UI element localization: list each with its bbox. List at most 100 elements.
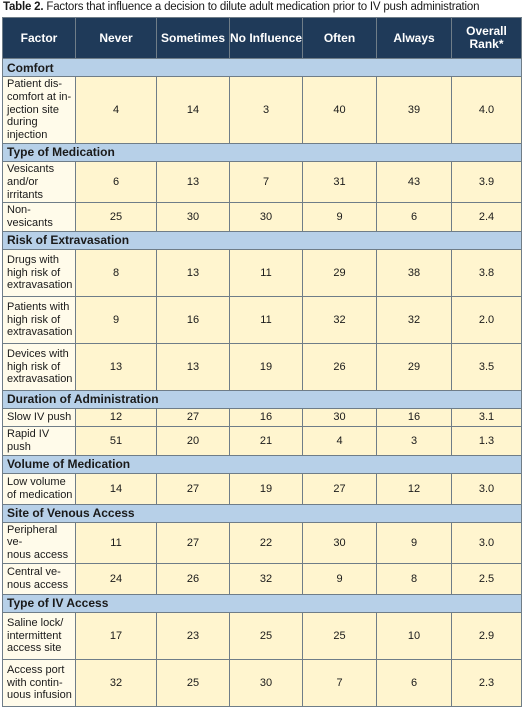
factor-line: Vesicants (7, 162, 55, 175)
value-cell: 27 (302, 472, 377, 505)
factor-line: nous access (7, 549, 69, 562)
value-cell: 27 (156, 521, 230, 564)
factor-line: extravasation (7, 326, 73, 339)
value-cell: 32 (302, 295, 377, 344)
factor-line: access site (7, 642, 62, 655)
value-cell: 6 (376, 202, 452, 232)
column-header: No Influence (229, 17, 303, 59)
factor-cell: Slow IV push (2, 407, 76, 427)
factor-line: Patients with (7, 300, 70, 313)
column-header: Overall Rank* (451, 17, 522, 59)
column-header: Never (75, 17, 157, 59)
factor-cell: Central ve-nous access (2, 562, 76, 595)
factors-table: Factor Never Sometimes No Influence Ofte… (2, 17, 522, 707)
factor-cell: Access port with contin-uous infusion (2, 658, 76, 707)
value-cell: 11 (75, 521, 157, 564)
value-cell: 25 (75, 202, 157, 232)
section-row: Volume of Medication (2, 454, 522, 474)
section-title: Site of Venous Access (2, 503, 522, 523)
section-row: Duration of Administration (2, 389, 522, 409)
value-cell: 24 (75, 562, 157, 595)
value-cell: 25 (229, 611, 303, 660)
value-cell: 8 (75, 248, 157, 297)
factor-line: nous access (7, 578, 69, 591)
value-cell: 16 (229, 407, 303, 427)
factor-line: extravasation (7, 373, 73, 386)
table-row: Slow IV push 12 27 16 30 16 3.1 (2, 407, 522, 427)
column-header: Often (302, 17, 377, 59)
factor-line: Devices with (7, 347, 69, 360)
value-cell: 30 (229, 658, 303, 707)
value-cell: 9 (75, 295, 157, 344)
table-row: Patients with high risk of extravasation 9 1… (2, 295, 522, 344)
factor-cell: Patient dis-comfort at in-jection site du… (2, 76, 76, 144)
factor-line: and/or irritants (7, 175, 44, 201)
factor-cell: Rapid IV push (2, 425, 76, 456)
value-cell: 19 (229, 472, 303, 505)
value-cell: 3 (376, 425, 452, 456)
value-cell: 13 (156, 160, 230, 204)
table-row: Devices with high risk of extravasation 13 1… (2, 342, 522, 391)
value-cell: 12 (75, 407, 157, 427)
value-cell: 20 (156, 425, 230, 456)
table-row: Low volume of medication 14 27 19 27 12 3.0 (2, 472, 522, 505)
value-cell: 32 (229, 562, 303, 595)
value-cell: 30 (302, 407, 377, 427)
value-cell: 29 (376, 342, 452, 391)
value-cell: 2.3 (451, 658, 522, 707)
table-row: Central ve-nous access 24 26 32 9 8 2.5 (2, 562, 522, 595)
table-row: Drugs with high risk of extravasation 8 13 11… (2, 248, 522, 297)
factor-line: high risk of (7, 360, 61, 373)
section-title: Type of IV Access (2, 593, 522, 613)
factor-line: with contin- (7, 676, 63, 689)
factor-cell: Saline lock/intermittent access site (2, 611, 76, 660)
table-caption: Table 2. Factors that influence a decisi… (3, 0, 479, 14)
factor-line: Access port (7, 663, 65, 676)
section-title: Type of Medication (2, 142, 522, 162)
factor-cell: Patients with high risk of extravasation (2, 295, 76, 344)
table-row: Access port with contin-uous infusion 32 25… (2, 658, 522, 707)
value-cell: 3.0 (451, 472, 522, 505)
value-cell: 43 (376, 160, 452, 204)
value-cell: 25 (156, 658, 230, 707)
factor-line: Non-vesicants (7, 204, 53, 230)
value-cell: 2.0 (451, 295, 522, 344)
value-cell: 14 (75, 472, 157, 505)
factor-cell: Non-vesicants (2, 202, 76, 232)
section-title: Volume of Medication (2, 454, 522, 474)
table-row: Vesicants and/or irritants 6 13 7 31 43 3.9 (2, 160, 522, 204)
factor-line: Drugs with (7, 253, 59, 266)
column-header: Sometimes (156, 17, 230, 59)
value-cell: 3.8 (451, 248, 522, 297)
value-cell: 9 (302, 202, 377, 232)
value-cell: 13 (75, 342, 157, 391)
value-cell: 27 (156, 472, 230, 505)
value-cell: 23 (156, 611, 230, 660)
value-cell: 4 (302, 425, 377, 456)
value-cell: 32 (376, 295, 452, 344)
value-cell: 31 (302, 160, 377, 204)
factor-line: Central ve- (7, 566, 61, 579)
value-cell: 3.0 (451, 521, 522, 564)
value-cell: 7 (302, 658, 377, 707)
value-cell: 12 (376, 472, 452, 505)
value-cell: 2.5 (451, 562, 522, 595)
factor-line: Rapid IV push (7, 427, 50, 453)
section-row: Type of Medication (2, 142, 522, 162)
section-title: Comfort (2, 58, 522, 77)
value-cell: 14 (156, 76, 230, 144)
factor-line: of medication (7, 488, 73, 501)
value-cell: 30 (302, 521, 377, 564)
table-row: Patient dis-comfort at in-jection site du… (2, 76, 522, 144)
factor-line: Peripheral ve- (7, 523, 58, 549)
value-cell: 26 (156, 562, 230, 595)
caption-label: Table 2. (3, 1, 44, 13)
factor-line: comfort at in- (7, 90, 72, 103)
factor-line: uous infusion (7, 689, 72, 702)
value-cell: 27 (156, 407, 230, 427)
value-cell: 39 (376, 76, 452, 144)
value-cell: 38 (376, 248, 452, 297)
factor-line: Saline lock/ (7, 616, 64, 629)
value-cell: 10 (376, 611, 452, 660)
table-row: Saline lock/intermittent access site 17 23 2… (2, 611, 522, 660)
